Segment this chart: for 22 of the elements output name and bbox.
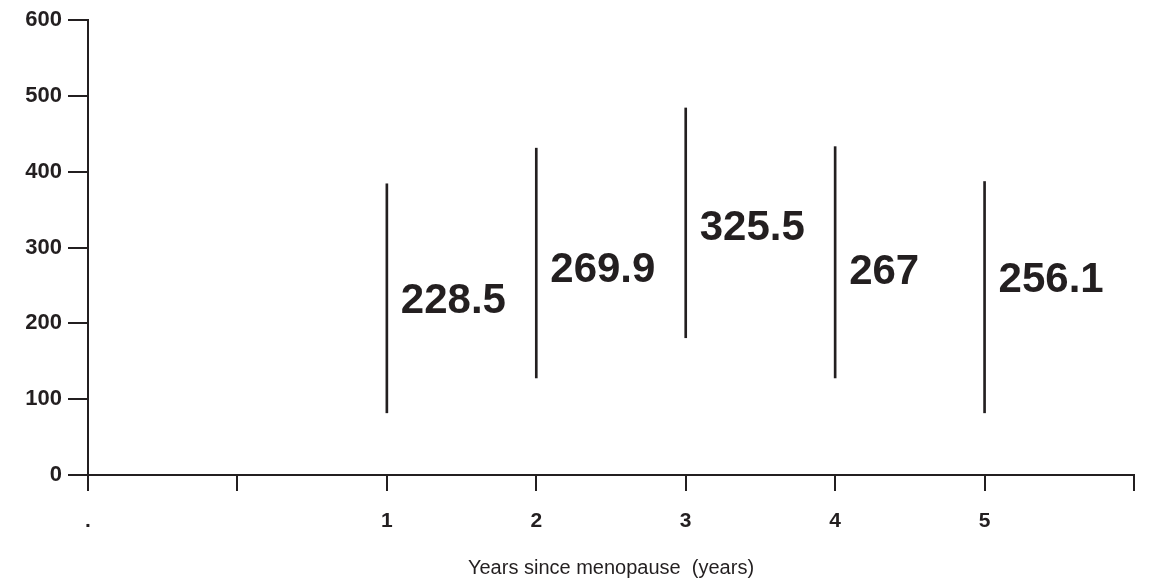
annotation: 325.5 — [699, 201, 805, 249]
y-tick-label: 200 — [25, 309, 62, 335]
x-tick-label: 1 — [381, 508, 394, 532]
annotation: 228.5 — [400, 275, 506, 323]
x-tick-label: 2 — [530, 508, 543, 532]
bar — [684, 107, 688, 339]
y-tick-label: 400 — [25, 157, 62, 183]
x-tick-label: 5 — [978, 508, 991, 532]
y-tick-label: 100 — [25, 385, 62, 411]
annotation: 267 — [849, 246, 920, 294]
y-tick-label: 300 — [25, 233, 62, 259]
bar — [983, 181, 986, 414]
y-tick-label: 600 — [25, 6, 62, 32]
x-axis-title: Years since menopause (years) — [467, 555, 755, 578]
x-tick-label: 3 — [679, 508, 692, 532]
annotation: 256.1 — [998, 254, 1104, 302]
bar — [534, 147, 538, 379]
x-tick-label: . — [85, 508, 91, 532]
x-tick-label: 4 — [829, 508, 842, 532]
y-tick-label: 500 — [25, 81, 62, 107]
annotation: 269.9 — [550, 243, 656, 291]
y-tick-label: 0 — [49, 461, 62, 487]
